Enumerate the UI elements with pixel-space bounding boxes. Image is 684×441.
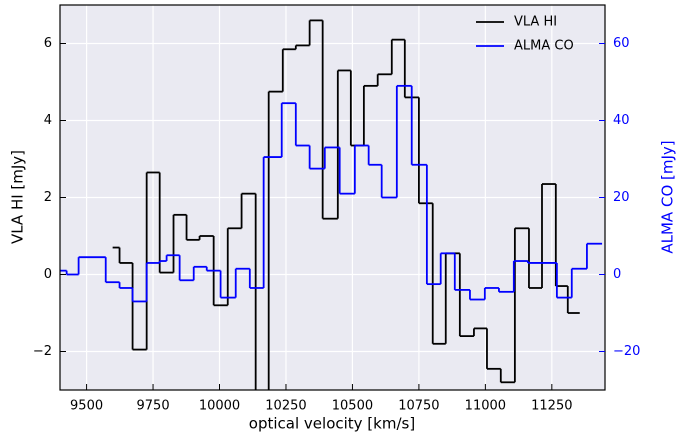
y2-tick-label: 40 — [613, 113, 630, 128]
y2-tick-label: −20 — [613, 344, 640, 359]
y-tick-label: 4 — [44, 113, 52, 128]
y2-axis-label: ALMA CO [mJy] — [659, 140, 677, 253]
y-tick-label: 6 — [44, 36, 52, 51]
legend-label: VLA HI — [514, 15, 557, 30]
x-tick-label: 10500 — [332, 399, 373, 414]
legend-label: ALMA CO — [514, 39, 574, 54]
x-tick-label: 9500 — [70, 399, 103, 414]
y-tick-label: 0 — [44, 267, 52, 282]
y-tick-label: 2 — [44, 190, 52, 205]
y2-tick-label: 20 — [613, 190, 630, 205]
x-tick-label: 10750 — [398, 399, 439, 414]
y2-tick-label: 60 — [613, 36, 630, 51]
x-tick-label: 10250 — [265, 399, 306, 414]
x-tick-label: 9750 — [137, 399, 170, 414]
x-tick-label: 11000 — [465, 399, 506, 414]
y-tick-label: −2 — [33, 344, 52, 359]
x-axis-label: optical velocity [km/s] — [249, 415, 415, 433]
y-axis-label: VLA HI [mJy] — [9, 150, 27, 244]
x-tick-label: 11250 — [531, 399, 572, 414]
x-tick-label: 10000 — [199, 399, 240, 414]
y2-tick-label: 0 — [613, 267, 621, 282]
